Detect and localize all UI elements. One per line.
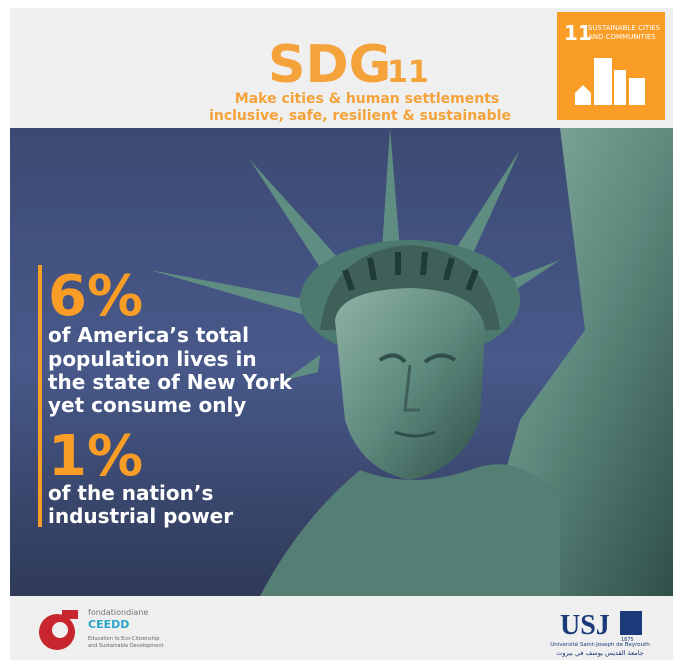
partner-tagline: and Sustainable Development: [88, 643, 164, 649]
partner-name: fondationdiane: [88, 608, 148, 617]
subtitle-line: Make cities & human settlements: [235, 91, 499, 107]
stat: 1%: [48, 424, 143, 489]
usj-emblem: [620, 611, 642, 635]
partner-tagline: Education to Eco-Citizenship: [88, 636, 159, 642]
usj-year: 1875: [621, 637, 634, 643]
fact-line: population lives in: [48, 347, 257, 371]
title-number: 11: [387, 55, 429, 90]
usj-name: USJ: [560, 610, 610, 641]
fact-line: yet consume only: [48, 393, 246, 417]
badge-number: 11: [564, 21, 592, 45]
footer-band: [10, 596, 673, 660]
partner-brand: CEEDD: [88, 618, 129, 631]
subtitle-line: inclusive, safe, resilient & sustainable: [209, 108, 511, 124]
badge-label: AND COMMUNITIES: [588, 33, 656, 41]
usj-arabic-name: جامعة القديس يوسف في بيروت: [556, 649, 643, 657]
fact-line: of America’s total: [48, 323, 249, 347]
ceedd-logo: [39, 610, 78, 650]
badge-label: SUSTAINABLE CITIES: [588, 24, 661, 32]
fact-line: of the nation’s: [48, 481, 213, 505]
title: SDG: [268, 35, 391, 95]
city-icon: [575, 58, 645, 105]
stat: 6%: [48, 264, 143, 329]
fact-line: industrial power: [48, 504, 233, 528]
statue: [150, 128, 673, 596]
accent-bar: [38, 265, 42, 527]
fact-line: the state of New York: [48, 370, 293, 394]
usj-full-name: Université Saint-Joseph de Beyrouth: [550, 641, 650, 648]
